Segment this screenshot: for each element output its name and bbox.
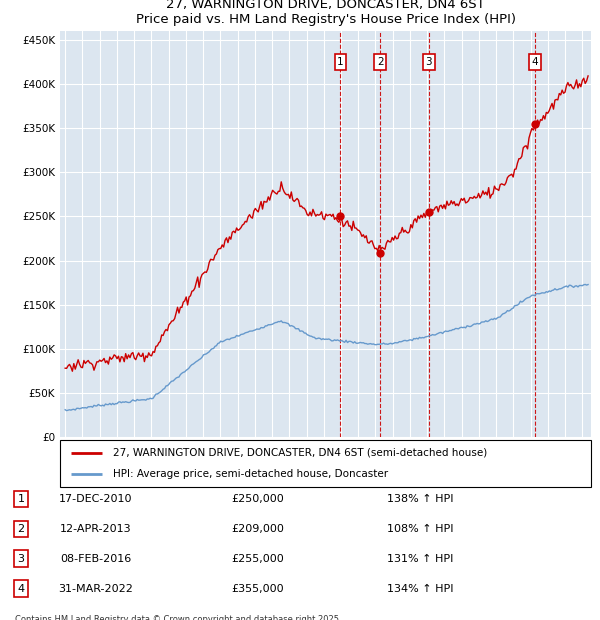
Text: HPI: Average price, semi-detached house, Doncaster: HPI: Average price, semi-detached house,… (113, 469, 388, 479)
Text: £355,000: £355,000 (232, 584, 284, 594)
Text: 134% ↑ HPI: 134% ↑ HPI (387, 584, 453, 594)
Title: 27, WARNINGTON DRIVE, DONCASTER, DN4 6ST
Price paid vs. HM Land Registry's House: 27, WARNINGTON DRIVE, DONCASTER, DN4 6ST… (136, 0, 515, 25)
Text: 2: 2 (17, 524, 25, 534)
Text: 1: 1 (17, 494, 25, 504)
Text: £250,000: £250,000 (232, 494, 284, 504)
Text: 1: 1 (337, 57, 344, 67)
Text: 31-MAR-2022: 31-MAR-2022 (59, 584, 133, 594)
Text: 17-DEC-2010: 17-DEC-2010 (59, 494, 133, 504)
Text: 2: 2 (377, 57, 383, 67)
Text: £255,000: £255,000 (232, 554, 284, 564)
Text: 108% ↑ HPI: 108% ↑ HPI (387, 524, 453, 534)
Text: £209,000: £209,000 (232, 524, 284, 534)
Text: 131% ↑ HPI: 131% ↑ HPI (387, 554, 453, 564)
Text: 3: 3 (425, 57, 432, 67)
Text: 08-FEB-2016: 08-FEB-2016 (61, 554, 131, 564)
Text: 138% ↑ HPI: 138% ↑ HPI (387, 494, 453, 504)
Text: Contains HM Land Registry data © Crown copyright and database right 2025.
This d: Contains HM Land Registry data © Crown c… (15, 615, 341, 620)
Text: 3: 3 (17, 554, 25, 564)
FancyBboxPatch shape (60, 440, 591, 487)
Text: 12-APR-2013: 12-APR-2013 (60, 524, 132, 534)
Text: 4: 4 (17, 584, 25, 594)
Text: 4: 4 (532, 57, 538, 67)
Text: 27, WARNINGTON DRIVE, DONCASTER, DN4 6ST (semi-detached house): 27, WARNINGTON DRIVE, DONCASTER, DN4 6ST… (113, 448, 487, 458)
